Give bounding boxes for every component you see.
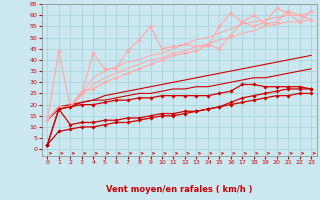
X-axis label: Vent moyen/en rafales ( km/h ): Vent moyen/en rafales ( km/h ) bbox=[106, 185, 252, 194]
